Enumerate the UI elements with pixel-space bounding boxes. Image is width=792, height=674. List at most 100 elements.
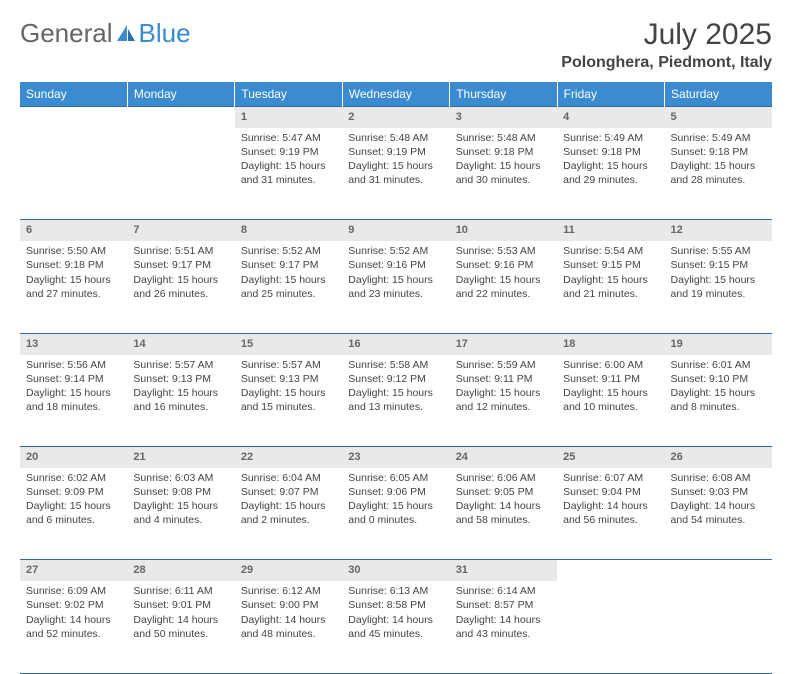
day-cell: Sunrise: 5:59 AMSunset: 9:11 PMDaylight:…: [450, 355, 557, 447]
daylight-line: Daylight: 15 hours and 31 minutes.: [241, 159, 336, 187]
week-content-row: Sunrise: 6:09 AMSunset: 9:02 PM Daylight:…: [20, 581, 772, 673]
sunrise-line: Sunrise: 6:08 AM: [671, 471, 766, 485]
sunrise-line: Sunrise: 6:03 AM: [133, 471, 228, 485]
day-cell: Sunrise: 5:56 AMSunset: 9:14 PMDaylight:…: [20, 355, 127, 447]
day-header: Tuesday: [235, 82, 342, 107]
daylight-line: Daylight: 15 hours and 22 minutes.: [456, 273, 551, 301]
daylight-line: Daylight: 15 hours and 0 minutes.: [348, 499, 443, 527]
sunrise-line: Sunrise: 5:50 AM: [26, 244, 121, 258]
day-number-cell: 1: [235, 107, 342, 128]
sunrise-line: Sunrise: 6:14 AM: [456, 584, 551, 598]
sunrise-line: Sunrise: 6:00 AM: [563, 358, 658, 372]
day-cell: Sunrise: 6:00 AMSunset: 9:11 PMDaylight:…: [557, 355, 664, 447]
week-content-row: Sunrise: 5:56 AMSunset: 9:14 PMDaylight:…: [20, 355, 772, 447]
calendar-table: SundayMondayTuesdayWednesdayThursdayFrid…: [20, 82, 772, 674]
sunset-line: Sunset: 9:17 PM: [241, 258, 336, 272]
day-cell-body: Sunrise: 5:49 AMSunset: 9:18 PMDaylight:…: [665, 128, 772, 194]
sunrise-line: Sunrise: 6:11 AM: [133, 584, 228, 598]
day-number-cell: 4: [557, 107, 664, 128]
sunset-line: Sunset: 9:15 PM: [563, 258, 658, 272]
sunrise-line: Sunrise: 5:54 AM: [563, 244, 658, 258]
day-header: Sunday: [20, 82, 127, 107]
sunrise-line: Sunrise: 5:49 AM: [671, 131, 766, 145]
daylight-line: Daylight: 14 hours and 45 minutes.: [348, 613, 443, 641]
day-number-cell: 24: [450, 447, 557, 468]
sunrise-line: Sunrise: 6:13 AM: [348, 584, 443, 598]
header: General Blue July 2025 Polonghera, Piedm…: [20, 18, 772, 72]
day-cell-body: Sunrise: 6:04 AMSunset: 9:07 PMDaylight:…: [235, 468, 342, 534]
sunset-line: Sunset: 9:07 PM: [241, 485, 336, 499]
week-daynum-row: 20212223242526: [20, 447, 772, 468]
sunset-line: Sunset: 9:15 PM: [671, 258, 766, 272]
day-number-cell: 14: [127, 333, 234, 354]
day-cell-body: Sunrise: 5:54 AMSunset: 9:15 PMDaylight:…: [557, 241, 664, 307]
day-number-cell: 29: [235, 560, 342, 581]
day-cell: Sunrise: 5:53 AMSunset: 9:16 PMDaylight:…: [450, 241, 557, 333]
day-number-cell: 10: [450, 220, 557, 241]
day-cell: Sunrise: 5:52 AMSunset: 9:17 PMDaylight:…: [235, 241, 342, 333]
day-cell-body: Sunrise: 5:51 AMSunset: 9:17 PMDaylight:…: [127, 241, 234, 307]
day-number-cell: [127, 107, 234, 128]
sunset-line: Sunset: 9:05 PM: [456, 485, 551, 499]
day-cell-body: Sunrise: 6:03 AMSunset: 9:08 PMDaylight:…: [127, 468, 234, 534]
day-number-cell: 23: [342, 447, 449, 468]
sunrise-line: Sunrise: 5:51 AM: [133, 244, 228, 258]
day-cell: [665, 581, 772, 673]
sunrise-line: Sunrise: 6:04 AM: [241, 471, 336, 485]
sunset-line: Sunset: 9:02 PM: [26, 598, 121, 612]
sunset-line: Sunset: 9:13 PM: [133, 372, 228, 386]
day-number-cell: 2: [342, 107, 449, 128]
day-cell-body: Sunrise: 6:07 AMSunset: 9:04 PMDaylight:…: [557, 468, 664, 534]
sunrise-line: Sunrise: 5:57 AM: [133, 358, 228, 372]
daylight-line: Daylight: 15 hours and 10 minutes.: [563, 386, 658, 414]
day-number-cell: 25: [557, 447, 664, 468]
sunrise-line: Sunrise: 5:52 AM: [348, 244, 443, 258]
day-cell-body: Sunrise: 5:47 AMSunset: 9:19 PMDaylight:…: [235, 128, 342, 194]
day-cell: Sunrise: 5:58 AMSunset: 9:12 PMDaylight:…: [342, 355, 449, 447]
day-cell: Sunrise: 6:13 AMSunset: 8:58 PMDaylight:…: [342, 581, 449, 673]
day-cell: [127, 128, 234, 220]
sunset-line: Sunset: 9:11 PM: [456, 372, 551, 386]
day-cell: [20, 128, 127, 220]
daylight-line: Daylight: 15 hours and 23 minutes.: [348, 273, 443, 301]
sunrise-line: Sunrise: 6:02 AM: [26, 471, 121, 485]
day-cell-body: Sunrise: 6:02 AMSunset: 9:09 PMDaylight:…: [20, 468, 127, 534]
day-cell: Sunrise: 5:54 AMSunset: 9:15 PMDaylight:…: [557, 241, 664, 333]
day-number-cell: [557, 560, 664, 581]
daylight-line: Daylight: 14 hours and 56 minutes.: [563, 499, 658, 527]
week-daynum-row: 6789101112: [20, 220, 772, 241]
day-cell: Sunrise: 6:12 AMSunset: 9:00 PMDaylight:…: [235, 581, 342, 673]
day-number-cell: 5: [665, 107, 772, 128]
day-cell: Sunrise: 6:01 AMSunset: 9:10 PMDaylight:…: [665, 355, 772, 447]
daylight-line: Daylight: 15 hours and 26 minutes.: [133, 273, 228, 301]
sunset-line: Sunset: 9:18 PM: [26, 258, 121, 272]
week-content-row: Sunrise: 6:02 AMSunset: 9:09 PMDaylight:…: [20, 468, 772, 560]
week-content-row: Sunrise: 5:50 AMSunset: 9:18 PM Daylight:…: [20, 241, 772, 333]
day-number-cell: 30: [342, 560, 449, 581]
week-content-row: Sunrise: 5:47 AMSunset: 9:19 PMDaylight:…: [20, 128, 772, 220]
sunrise-line: Sunrise: 6:05 AM: [348, 471, 443, 485]
daylight-line: Daylight: 15 hours and 29 minutes.: [563, 159, 658, 187]
day-number-cell: 31: [450, 560, 557, 581]
sunset-line: Sunset: 9:04 PM: [563, 485, 658, 499]
sunset-line: Sunset: 9:19 PM: [348, 145, 443, 159]
day-number-cell: 11: [557, 220, 664, 241]
sunset-line: Sunset: 9:01 PM: [133, 598, 228, 612]
daylight-line: Daylight: 14 hours and 43 minutes.: [456, 613, 551, 641]
day-header: Monday: [127, 82, 234, 107]
sunset-line: Sunset: 9:08 PM: [133, 485, 228, 499]
week-daynum-row: 2728293031: [20, 560, 772, 581]
sunset-line: Sunset: 9:18 PM: [563, 145, 658, 159]
day-number-cell: 16: [342, 333, 449, 354]
day-cell: Sunrise: 6:05 AMSunset: 9:06 PMDaylight:…: [342, 468, 449, 560]
sunset-line: Sunset: 9:16 PM: [456, 258, 551, 272]
sunrise-line: Sunrise: 6:07 AM: [563, 471, 658, 485]
sunrise-line: Sunrise: 6:01 AM: [671, 358, 766, 372]
sunrise-line: Sunrise: 6:09 AM: [26, 584, 121, 598]
day-cell-body: Sunrise: 5:48 AMSunset: 9:19 PMDaylight:…: [342, 128, 449, 194]
day-header: Thursday: [450, 82, 557, 107]
day-cell-body: Sunrise: 6:11 AMSunset: 9:01 PMDaylight:…: [127, 581, 234, 647]
day-cell-body: Sunrise: 5:57 AMSunset: 9:13 PMDaylight:…: [235, 355, 342, 421]
day-number-cell: 26: [665, 447, 772, 468]
day-cell: Sunrise: 5:47 AMSunset: 9:19 PMDaylight:…: [235, 128, 342, 220]
